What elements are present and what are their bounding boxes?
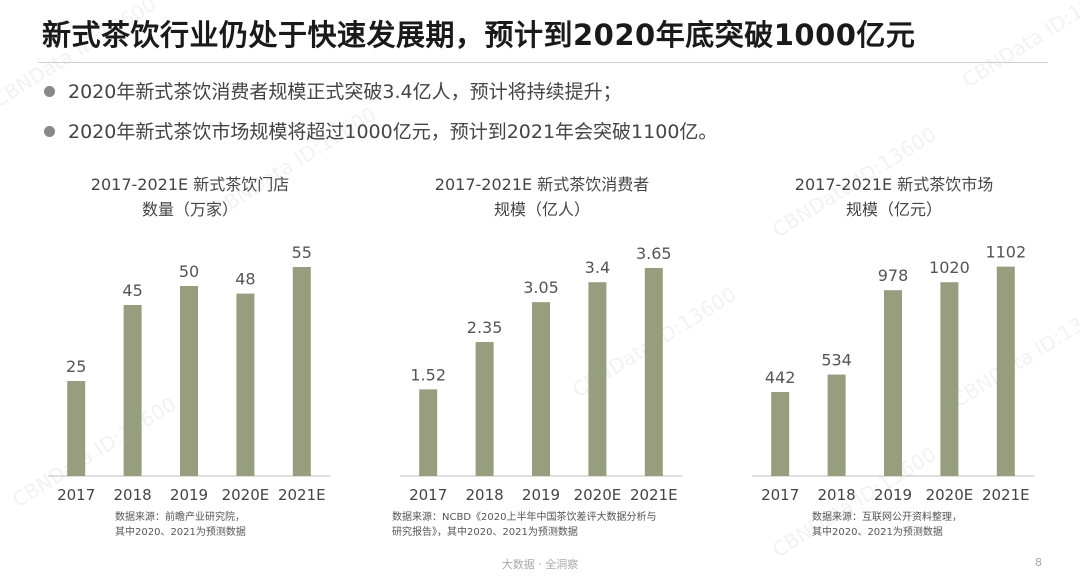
bar-2019 bbox=[180, 286, 198, 476]
chart-title-line: 规模（亿元） bbox=[845, 200, 942, 219]
chart-market: 2017-2021E 新式茶饮市场 规模（亿元） 442 2017 534 2018 9… bbox=[724, 172, 1064, 542]
chart-plot: 442 2017 534 2018 978 2019 1020 2020E 1102 2021E bbox=[752, 243, 1034, 504]
x-tick-label: 2018 bbox=[114, 486, 152, 504]
chart-title-line: 数量（万家） bbox=[141, 200, 238, 219]
source-line: 数据来源：互联网公开资料整理， bbox=[812, 512, 962, 523]
data-label: 1.52 bbox=[410, 365, 446, 384]
data-label: 1102 bbox=[985, 243, 1026, 262]
bar-2018 bbox=[827, 374, 846, 476]
bar-2020E bbox=[588, 282, 607, 476]
bullet-text: 2020年新式茶饮消费者规模正式突破3.4亿人，预计将持续提升； bbox=[68, 81, 622, 103]
bar-2017 bbox=[419, 389, 438, 476]
x-tick-label: 2019 bbox=[170, 486, 208, 504]
chart-title-line: 2017-2021E 新式茶饮消费者 bbox=[434, 175, 650, 194]
data-label: 3.4 bbox=[585, 258, 610, 277]
bullet-dot-icon bbox=[44, 126, 55, 137]
bullet-dot-icon bbox=[44, 86, 55, 97]
bullet-list: 2020年新式茶饮消费者规模正式突破3.4亿人，预计将持续提升； 2020年新式… bbox=[38, 72, 717, 152]
bar-2018 bbox=[475, 342, 494, 476]
x-tick-label: 2018 bbox=[818, 486, 856, 504]
x-tick-label: 2017 bbox=[409, 486, 447, 504]
bar-2020E bbox=[940, 282, 959, 476]
bar-2020E bbox=[236, 293, 255, 476]
bar-2021E bbox=[644, 267, 663, 476]
bar-2021E bbox=[292, 267, 311, 476]
bullet-item: 2020年新式茶饮消费者规模正式突破3.4亿人，预计将持续提升； bbox=[38, 72, 717, 112]
data-label: 2.35 bbox=[467, 318, 503, 337]
x-tick-label: 2020E bbox=[574, 486, 622, 504]
chart-title-line: 2017-2021E 新式茶饮门店 bbox=[90, 175, 290, 194]
chart-consumers: 2017-2021E 新式茶饮消费者 规模（亿人） 1.52 2017 2.35 20… bbox=[372, 172, 712, 542]
chart-source: 数据来源：NCBD《2020上半年中国茶饮差评大数据分析与 研究报告》，其中20… bbox=[392, 510, 656, 540]
source-line: 数据来源：NCBD《2020上半年中国茶饮差评大数据分析与 bbox=[392, 512, 657, 523]
chart-title: 2017-2021E 新式茶饮门店 数量（万家） bbox=[20, 172, 360, 222]
data-label: 1020 bbox=[929, 258, 970, 277]
chart-plot: 1.52 2017 2.35 2018 3.05 2019 3.4 2020E 3.65 2021… bbox=[400, 244, 682, 504]
x-tick-label: 2021E bbox=[630, 486, 678, 504]
chart-title: 2017-2021E 新式茶饮消费者 规模（亿人） bbox=[372, 172, 712, 222]
bar-2021E bbox=[996, 266, 1015, 476]
chart-title-line: 规模（亿人） bbox=[493, 200, 590, 219]
watermark-5: CBNData ID:13600 bbox=[957, 0, 1080, 93]
page-title: 新式茶饮行业仍处于快速发展期，预计到2020年底突破1000亿元 bbox=[42, 18, 916, 52]
x-tick-label: 2018 bbox=[466, 486, 504, 504]
x-tick-label: 2019 bbox=[874, 486, 912, 504]
x-tick-label: 2019 bbox=[522, 486, 560, 504]
data-label: 48 bbox=[235, 270, 255, 289]
bullet-item: 2020年新式茶饮市场规模将超过1000亿元，预计到2021年会突破1100亿。 bbox=[38, 112, 717, 152]
bar-2017 bbox=[771, 392, 790, 476]
data-label: 3.05 bbox=[523, 278, 559, 297]
source-line: 其中2020、2021为预测数据 bbox=[812, 527, 943, 538]
bullet-text: 2020年新式茶饮市场规模将超过1000亿元，预计到2021年会突破1100亿。 bbox=[68, 121, 718, 143]
chart-plot: 25 2017 45 2018 50 2019 48 2020E 55 2021E bbox=[48, 243, 330, 504]
data-label: 25 bbox=[66, 357, 86, 376]
source-line: 其中2020、2021为预测数据 bbox=[115, 527, 246, 538]
x-tick-label: 2017 bbox=[57, 486, 95, 504]
chart-source: 数据来源：互联网公开资料整理， 其中2020、2021为预测数据 bbox=[812, 510, 962, 540]
page-number: 8 bbox=[1035, 556, 1042, 569]
chart-title: 2017-2021E 新式茶饮市场 规模（亿元） bbox=[724, 172, 1064, 222]
footer-tagline: 大数据 · 全洞察 bbox=[501, 558, 579, 571]
x-tick-label: 2021E bbox=[278, 486, 326, 504]
bar-2017 bbox=[67, 381, 86, 476]
data-label: 978 bbox=[878, 266, 909, 285]
bar-2019 bbox=[884, 290, 902, 476]
source-line: 数据来源：前瞻产业研究院， bbox=[115, 512, 245, 523]
data-label: 442 bbox=[765, 368, 796, 387]
data-label: 50 bbox=[179, 262, 199, 281]
chart-title-line: 2017-2021E 新式茶饮市场 bbox=[794, 175, 994, 194]
x-tick-label: 2020E bbox=[222, 486, 270, 504]
data-label: 55 bbox=[292, 243, 312, 262]
x-tick-label: 2021E bbox=[982, 486, 1030, 504]
source-line: 研究报告》，其中2020、2021为预测数据 bbox=[392, 527, 578, 538]
bar-2018 bbox=[123, 305, 142, 476]
data-label: 534 bbox=[821, 351, 852, 370]
chart-source: 数据来源：前瞻产业研究院， 其中2020、2021为预测数据 bbox=[115, 510, 246, 540]
bar-2019 bbox=[532, 302, 550, 476]
chart-stores: 2017-2021E 新式茶饮门店 数量（万家） 25 2017 45 2018 50 2… bbox=[20, 172, 360, 542]
x-tick-label: 2020E bbox=[926, 486, 974, 504]
title-divider bbox=[38, 62, 1048, 63]
data-label: 45 bbox=[122, 281, 142, 300]
x-tick-label: 2017 bbox=[761, 486, 799, 504]
data-label: 3.65 bbox=[636, 244, 672, 263]
